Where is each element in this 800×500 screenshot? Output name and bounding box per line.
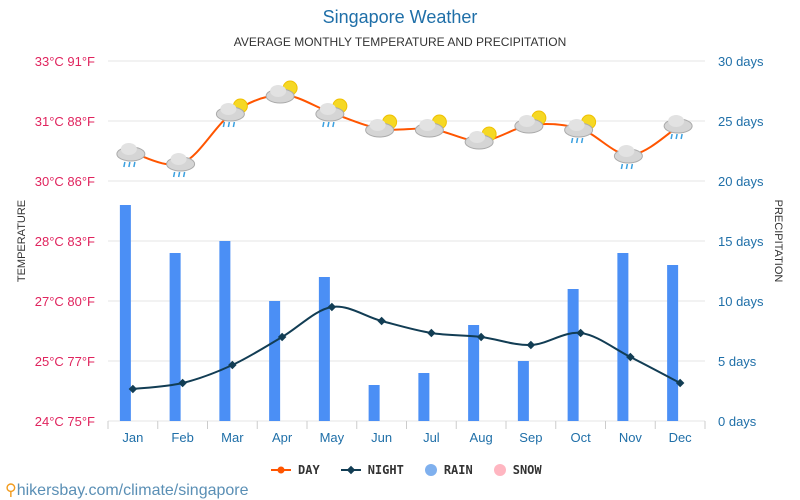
raindrop-icon <box>222 121 226 128</box>
night-point <box>626 352 635 362</box>
cloud-puff-icon <box>319 103 336 115</box>
raindrop-icon <box>133 161 136 168</box>
right-tick-label: 5 days <box>718 354 757 369</box>
right-tick-label: 25 days <box>718 114 764 129</box>
rain-bar <box>617 253 629 421</box>
rain-bar <box>418 373 430 421</box>
night-line <box>132 305 681 390</box>
left-axis-label: TEMPERATURE <box>16 200 28 282</box>
legend-night[interactable]: NIGHT <box>340 463 404 477</box>
x-tick-label: Apr <box>272 430 293 445</box>
cloud-puff-icon <box>220 103 237 115</box>
raindrop-icon <box>227 121 231 128</box>
raindrop-icon <box>177 171 181 178</box>
cloud-puff-icon <box>668 115 685 127</box>
cloud-puff-icon <box>419 119 436 131</box>
right-tick-label: 10 days <box>718 294 764 309</box>
raindrop-icon <box>123 161 126 168</box>
left-tick-label: 33°C 91°F <box>35 54 95 69</box>
raindrop-icon <box>630 163 634 170</box>
cloud-puff-icon <box>518 115 535 127</box>
x-tick-label: Dec <box>669 430 693 445</box>
legend-day[interactable]: DAY <box>270 463 320 477</box>
rain-bar <box>667 265 679 421</box>
left-tick-label: 27°C 80°F <box>35 294 95 309</box>
left-tick-label: 25°C 77°F <box>35 354 95 369</box>
left-tick-label: 31°C 88°F <box>35 114 95 129</box>
rain-bar <box>368 385 380 421</box>
night-point <box>427 328 436 338</box>
cloud-puff-icon <box>369 119 386 131</box>
x-tick-label: Jan <box>122 430 143 445</box>
night-point <box>178 378 187 388</box>
rain-bar <box>219 241 231 421</box>
chart-title: Singapore Weather <box>322 7 478 27</box>
night-point <box>576 328 585 338</box>
x-tick-label: Sep <box>519 430 542 445</box>
x-tick-label: Jun <box>371 430 392 445</box>
cloud-puff-icon <box>469 131 486 143</box>
night-point <box>277 332 287 342</box>
x-tick-label: May <box>320 430 345 445</box>
legend-snow[interactable]: SNOW <box>493 463 542 477</box>
raindrop-icon <box>232 121 236 128</box>
raindrop-icon <box>680 133 683 140</box>
left-tick-label: 30°C 86°F <box>35 174 95 189</box>
x-tick-label: Oct <box>571 430 592 445</box>
night-point <box>327 302 337 312</box>
cloud-puff-icon <box>618 145 635 157</box>
raindrop-icon <box>625 163 629 170</box>
cloud-puff-icon <box>170 153 187 165</box>
raindrop-icon <box>172 171 176 178</box>
rain-bar <box>169 253 181 421</box>
raindrop-icon <box>332 121 335 128</box>
raindrop-icon <box>580 137 584 144</box>
raindrop-icon <box>620 163 624 170</box>
raindrop-icon <box>182 171 186 178</box>
raindrop-icon <box>327 121 330 128</box>
location-pin-icon: ⚲ <box>5 482 17 499</box>
raindrop-icon <box>670 133 673 140</box>
x-tick-label: Aug <box>470 430 493 445</box>
legend-rain[interactable]: RAIN <box>424 463 473 477</box>
raindrop-icon <box>575 137 579 144</box>
rain-bar <box>517 361 529 421</box>
chart-subtitle: AVERAGE MONTHLY TEMPERATURE AND PRECIPIT… <box>233 35 567 49</box>
night-point <box>128 384 138 394</box>
night-point <box>675 378 685 388</box>
raindrop-icon <box>322 121 325 128</box>
rain-bar <box>318 277 330 421</box>
x-tick-label: Nov <box>619 430 643 445</box>
rain-bar <box>119 205 131 421</box>
night-point <box>377 316 386 326</box>
left-tick-label: 24°C 75°F <box>35 414 95 429</box>
rain-bar <box>468 325 480 421</box>
source-link[interactable]: ⚲hikersbay.com/climate/singapore <box>5 482 249 499</box>
right-tick-label: 20 days <box>718 174 764 189</box>
cloud-puff-icon <box>270 85 287 97</box>
right-tick-label: 15 days <box>718 234 764 249</box>
night-point <box>228 360 237 370</box>
night-point <box>476 332 486 342</box>
right-tick-label: 0 days <box>718 414 757 429</box>
left-tick-label: 28°C 83°F <box>35 234 95 249</box>
right-axis-label: PRECIPITATION <box>772 200 784 283</box>
raindrop-icon <box>570 137 574 144</box>
raindrop-icon <box>675 133 678 140</box>
right-tick-label: 30 days <box>718 54 764 69</box>
day-line <box>132 93 681 166</box>
raindrop-icon <box>128 161 131 168</box>
cloud-puff-icon <box>120 143 137 155</box>
legend: DAY NIGHT RAIN SNOW <box>270 463 542 477</box>
night-point <box>526 340 536 350</box>
x-tick-label: Feb <box>171 430 193 445</box>
cloud-puff-icon <box>568 119 585 131</box>
rain-bar <box>269 301 281 421</box>
x-tick-label: Mar <box>221 430 244 445</box>
x-tick-label: Jul <box>423 430 440 445</box>
rain-bar <box>567 289 579 421</box>
